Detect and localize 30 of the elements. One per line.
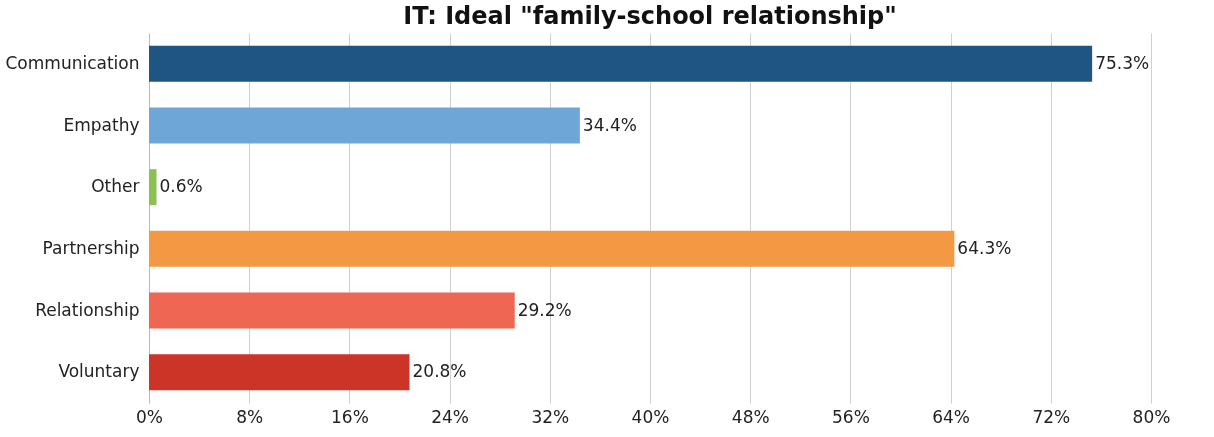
y-tick-label: Relationship	[35, 299, 140, 320]
x-tick-label: 32%	[531, 406, 570, 427]
bar	[149, 107, 580, 144]
data-label: 75.3%	[1095, 52, 1150, 73]
x-tick-label: 72%	[1032, 406, 1071, 427]
y-tick-label: Empathy	[63, 114, 140, 135]
x-tick-label: 0%	[136, 406, 163, 427]
data-label: 29.2%	[517, 299, 572, 320]
x-tick-label: 8%	[236, 406, 264, 427]
x-tick-label: 80%	[1132, 406, 1171, 427]
bar	[149, 230, 955, 267]
x-tick-label: 40%	[631, 406, 670, 427]
y-tick-label: Partnership	[42, 237, 140, 258]
bar	[149, 354, 410, 391]
y-tick-label: Voluntary	[58, 361, 140, 382]
data-label: 64.3%	[957, 237, 1012, 258]
data-label: 20.8%	[412, 361, 467, 382]
data-label: 34.4%	[582, 114, 637, 135]
y-tick-label: Other	[91, 176, 140, 197]
y-tick-label: Communication	[5, 52, 140, 73]
x-tick-label: 56%	[832, 406, 870, 427]
data-label: 0.6%	[159, 176, 203, 197]
bar	[149, 292, 515, 329]
x-tick-label: 16%	[331, 406, 369, 427]
bar	[149, 169, 157, 206]
bar	[149, 45, 1093, 82]
chart-title: IT: Ideal "family-school relationship"	[403, 2, 897, 30]
x-tick-label: 64%	[932, 406, 970, 427]
x-tick-label: 48%	[731, 406, 770, 427]
x-tick-label: 24%	[431, 406, 469, 427]
